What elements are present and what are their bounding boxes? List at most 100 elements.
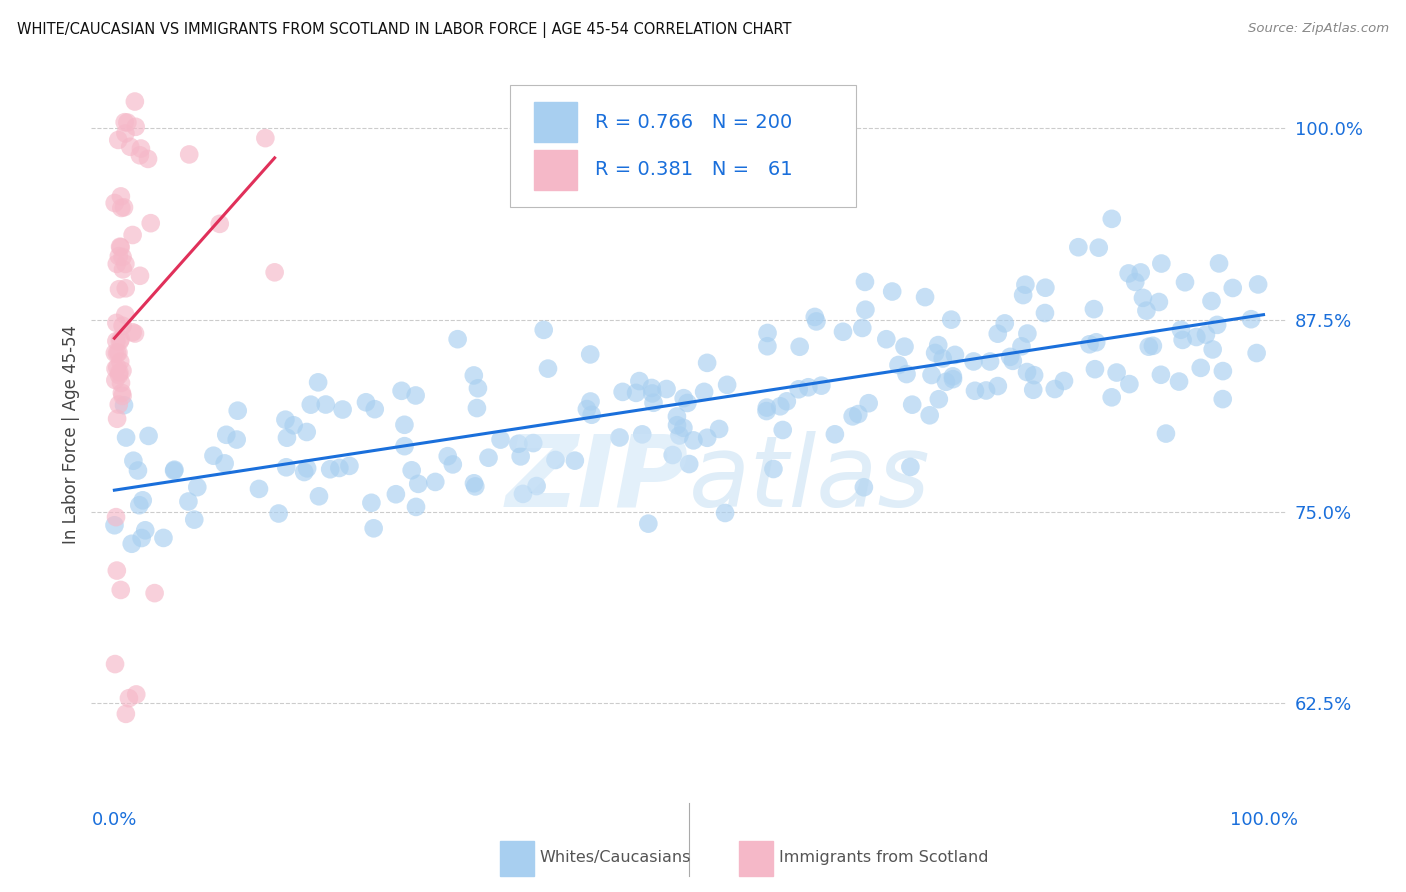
Point — [111, 262, 134, 277]
Point — [579, 347, 602, 361]
Point — [143, 586, 166, 600]
Point — [114, 257, 136, 271]
FancyBboxPatch shape — [534, 150, 576, 190]
Point — [628, 374, 651, 388]
Point — [295, 425, 318, 439]
Point — [129, 142, 152, 156]
Point — [641, 381, 664, 395]
Point — [117, 115, 139, 129]
Point — [575, 402, 598, 417]
Point — [755, 404, 778, 418]
Point — [1240, 312, 1263, 326]
Point — [477, 450, 499, 465]
Point — [107, 133, 129, 147]
Point — [1142, 339, 1164, 353]
Point — [1033, 306, 1056, 320]
Point — [328, 461, 350, 475]
Point — [893, 340, 915, 354]
Point — [208, 217, 231, 231]
Point — [1011, 339, 1033, 353]
Point — [110, 201, 132, 215]
Point — [108, 368, 131, 383]
Point — [129, 268, 152, 283]
Point — [108, 334, 131, 349]
Point — [394, 417, 416, 432]
Point — [283, 418, 305, 433]
Point — [105, 316, 128, 330]
Point — [276, 460, 298, 475]
Point — [363, 521, 385, 535]
Point — [364, 402, 387, 417]
Point — [643, 396, 665, 410]
Point — [125, 688, 148, 702]
Point — [1202, 343, 1225, 357]
Point — [533, 323, 555, 337]
Point — [855, 302, 877, 317]
Point — [115, 706, 138, 721]
Point — [932, 351, 955, 366]
Point — [1001, 354, 1024, 368]
Point — [998, 350, 1021, 364]
Point — [1118, 377, 1140, 392]
Point — [108, 282, 131, 296]
Point — [714, 506, 737, 520]
Point — [225, 433, 247, 447]
Point — [120, 140, 142, 154]
Point — [772, 423, 794, 437]
Point — [666, 418, 689, 433]
Point — [1053, 374, 1076, 388]
Point — [987, 379, 1010, 393]
Point — [803, 310, 825, 324]
Text: ZIP: ZIP — [506, 431, 689, 527]
Point — [110, 332, 132, 346]
Point — [522, 436, 544, 450]
Point — [564, 453, 586, 467]
Point — [787, 382, 810, 396]
Point — [134, 523, 156, 537]
Point — [641, 386, 664, 401]
Point — [110, 189, 132, 203]
Point — [979, 354, 1001, 368]
Text: Source: ZipAtlas.com: Source: ZipAtlas.com — [1249, 22, 1389, 36]
FancyBboxPatch shape — [509, 86, 856, 207]
Point — [405, 388, 427, 402]
Point — [308, 489, 330, 503]
Point — [776, 394, 799, 409]
Point — [1135, 303, 1157, 318]
Point — [846, 407, 869, 421]
Text: Immigrants from Scotland: Immigrants from Scotland — [779, 850, 988, 865]
Point — [319, 462, 342, 476]
Point — [942, 369, 965, 384]
Point — [111, 385, 134, 400]
Point — [544, 453, 567, 467]
Point — [676, 396, 699, 410]
Point — [581, 408, 603, 422]
Point — [941, 312, 963, 326]
Point — [1101, 211, 1123, 226]
Point — [115, 431, 138, 445]
Point — [114, 281, 136, 295]
Point — [943, 348, 966, 362]
Point — [655, 382, 678, 396]
Point — [214, 456, 236, 470]
Point — [110, 376, 132, 390]
Point — [987, 326, 1010, 341]
Point — [1043, 382, 1066, 396]
Text: atlas: atlas — [689, 431, 931, 527]
Point — [121, 227, 143, 242]
Text: R = 0.766   N = 200: R = 0.766 N = 200 — [595, 112, 792, 132]
Point — [810, 378, 832, 392]
Point — [463, 476, 485, 491]
Point — [104, 361, 127, 376]
Point — [108, 240, 131, 254]
Point — [105, 334, 128, 348]
Point — [668, 428, 690, 442]
Point — [661, 448, 683, 462]
Point — [1137, 340, 1160, 354]
FancyBboxPatch shape — [740, 841, 773, 876]
Point — [1195, 327, 1218, 342]
Point — [425, 475, 447, 489]
Point — [1147, 295, 1170, 310]
Point — [132, 493, 155, 508]
Point — [105, 564, 128, 578]
